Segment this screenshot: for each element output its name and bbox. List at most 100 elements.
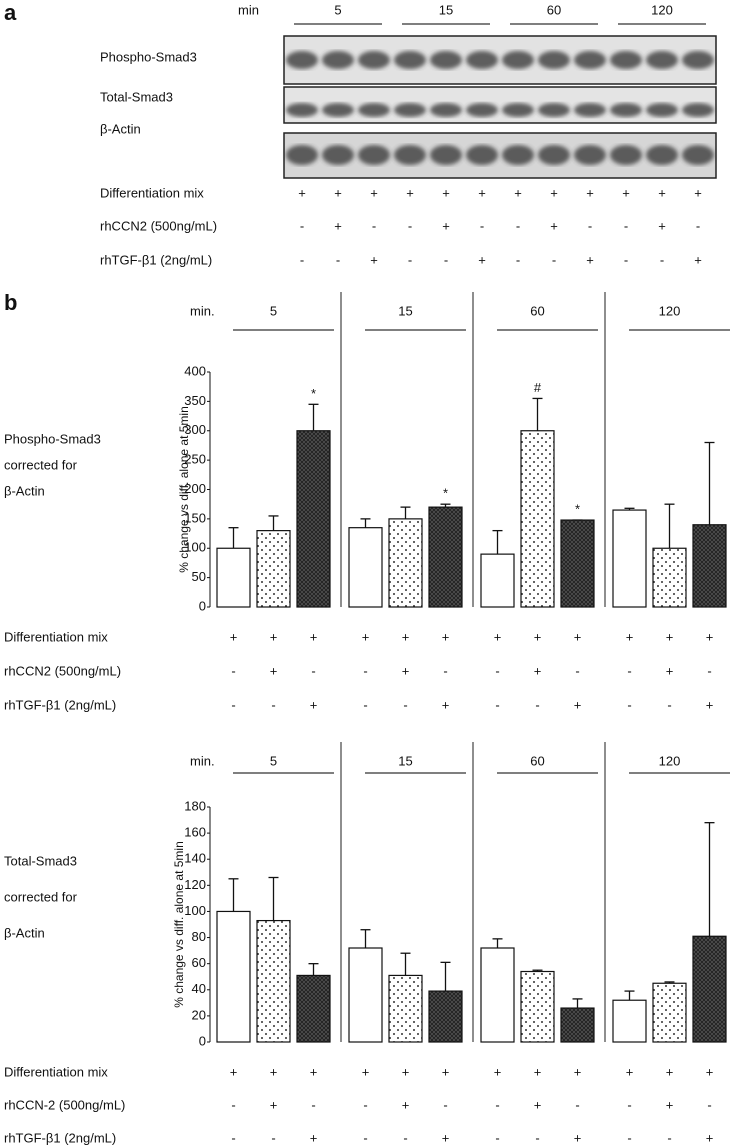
significance-mark: # <box>534 380 542 395</box>
y-tick-label: 60 <box>192 955 206 970</box>
treatment-sign: - <box>231 697 235 712</box>
treatment-sign: - <box>535 697 539 712</box>
band <box>322 103 354 117</box>
treatment-sign: + <box>574 629 582 644</box>
band <box>682 145 714 165</box>
treatment-sign: - <box>363 1097 367 1112</box>
band <box>538 145 570 165</box>
group-header: 120 <box>659 303 681 318</box>
group-header: 60 <box>530 303 544 318</box>
treatment-sign: + <box>514 185 522 200</box>
y-tick-label: 80 <box>192 929 206 944</box>
treatment-sign: - <box>336 252 340 267</box>
significance-mark: * <box>311 386 316 401</box>
treatment-sign: + <box>442 185 450 200</box>
panel-label: b <box>4 290 17 315</box>
treatment-sign: - <box>667 1130 671 1145</box>
treatment-sign: - <box>660 252 664 267</box>
treatment-sign: - <box>624 218 628 233</box>
treatment-sign: + <box>442 629 450 644</box>
treatment-sign: - <box>627 1130 631 1145</box>
band <box>682 103 714 117</box>
band <box>574 145 606 165</box>
band <box>574 51 606 69</box>
band <box>394 145 426 165</box>
y-tick-label: 250 <box>184 452 206 467</box>
group-header: 5 <box>270 303 277 318</box>
band <box>286 145 318 165</box>
bar <box>388 518 423 608</box>
treatment-sign: + <box>362 1064 370 1079</box>
bar <box>560 1007 595 1043</box>
treatment-sign: + <box>402 663 410 678</box>
y-tick-label: 20 <box>192 1007 206 1022</box>
treatment-sign: + <box>706 697 714 712</box>
treatment-sign: - <box>516 252 520 267</box>
treatment-sign: + <box>370 252 378 267</box>
treatment-label: Differentiation mix <box>4 629 108 644</box>
treatment-sign: - <box>707 663 711 678</box>
band <box>538 103 570 117</box>
treatment-sign: + <box>574 1064 582 1079</box>
bar <box>388 974 423 1043</box>
side-label: corrected for <box>4 889 78 904</box>
band <box>394 51 426 69</box>
treatment-sign: - <box>624 252 628 267</box>
bar <box>612 999 647 1043</box>
group-header: 120 <box>659 753 681 768</box>
y-axis-label: % change vs diff. alone at 5min <box>177 406 191 573</box>
treatment-sign: + <box>534 1064 542 1079</box>
treatment-sign: - <box>495 1130 499 1145</box>
treatment-sign: - <box>408 218 412 233</box>
significance-mark: * <box>575 501 580 516</box>
y-tick-label: 40 <box>192 981 206 996</box>
treatment-sign: - <box>575 663 579 678</box>
treatment-sign: + <box>442 697 450 712</box>
treatment-sign: + <box>442 218 450 233</box>
treatment-sign: - <box>311 663 315 678</box>
time-header: 5 <box>334 2 341 17</box>
treatment-sign: + <box>550 218 558 233</box>
time-header: 120 <box>651 2 673 17</box>
bar <box>652 982 687 1043</box>
treatment-sign: + <box>534 663 542 678</box>
band <box>466 103 498 117</box>
treatment-label: rhTGF-β1 (2ng/mL) <box>100 252 212 267</box>
treatment-sign: + <box>666 1064 674 1079</box>
treatment-sign: + <box>478 252 486 267</box>
treatment-sign: + <box>478 185 486 200</box>
side-label: corrected for <box>4 457 78 472</box>
treatment-sign: + <box>550 185 558 200</box>
treatment-sign: - <box>363 1130 367 1145</box>
treatment-sign: + <box>494 1064 502 1079</box>
treatment-sign: + <box>402 1064 410 1079</box>
treatment-sign: - <box>300 252 304 267</box>
bar <box>480 553 515 608</box>
side-label: Total-Smad3 <box>4 853 77 868</box>
treatment-sign: + <box>442 1064 450 1079</box>
band <box>466 51 498 69</box>
band <box>430 145 462 165</box>
treatment-sign: - <box>495 1097 499 1112</box>
significance-mark: * <box>443 486 448 501</box>
y-tick-label: 100 <box>184 540 206 555</box>
y-tick-label: 120 <box>184 877 206 892</box>
band <box>466 145 498 165</box>
band <box>646 103 678 117</box>
band <box>502 145 534 165</box>
side-label: β-Actin <box>4 925 45 940</box>
treatment-label: rhTGF-β1 (2ng/mL) <box>4 697 116 712</box>
treatment-sign: - <box>300 218 304 233</box>
treatment-sign: - <box>707 1097 711 1112</box>
band <box>646 51 678 69</box>
treatment-sign: - <box>231 1130 235 1145</box>
band <box>538 51 570 69</box>
bar <box>348 947 383 1043</box>
treatment-label: Differentiation mix <box>4 1064 108 1079</box>
bar <box>520 430 555 608</box>
treatment-sign: + <box>362 629 370 644</box>
treatment-label: Differentiation mix <box>100 185 204 200</box>
treatment-sign: - <box>271 697 275 712</box>
bar <box>216 910 251 1043</box>
group-header: 15 <box>398 753 412 768</box>
